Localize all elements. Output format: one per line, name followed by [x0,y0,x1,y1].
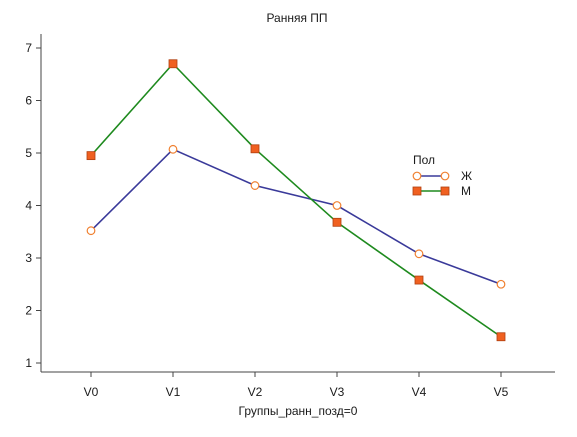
series-2 [86,59,506,342]
legend-label: Ж [461,169,472,183]
series-line [90,148,502,285]
data-point [496,279,506,289]
chart-title: Ранняя ПП [266,11,327,25]
x-tick-label: V3 [330,385,345,399]
data-point [332,201,342,210]
legend-item: Ж [412,169,472,183]
legend-marker [412,171,422,181]
data-point [86,151,96,161]
x-tick-label: V1 [166,385,181,399]
x-tick-label: V5 [494,385,509,399]
y-tick-label: 1 [25,356,32,370]
data-point [496,332,506,342]
y-tick-label: 4 [25,199,32,213]
y-tick-label: 7 [25,41,32,55]
x-tick-label: V0 [84,385,99,399]
series-1 [86,144,506,289]
x-tick-label: V4 [412,385,427,399]
legend-label: М [461,184,471,198]
x-axis-title: Группы_ранн_позд=0 [239,404,358,418]
data-point [86,226,96,236]
x-tick-label: V2 [248,385,263,399]
legend-marker [440,171,450,181]
axes: 1 2 3 4 5 6 7 V0 V1 V2 V3 V4 V5 [25,34,555,399]
y-tick-label: 2 [25,304,32,318]
data-point [332,217,342,227]
y-tick-label: 5 [25,146,32,160]
data-point [414,275,424,285]
data-point [250,144,260,154]
legend-marker [440,186,450,196]
legend-item: М [412,184,471,198]
data-point [250,181,260,190]
series-layer [86,59,506,342]
data-point [168,59,178,69]
y-tick-label: 3 [25,251,32,265]
data-point [414,249,424,259]
legend: Пол ЖМ [412,153,472,198]
data-point [168,144,178,154]
legend-title: Пол [413,153,435,167]
series-line [90,62,502,338]
legend-marker [412,186,422,196]
y-tick-label: 6 [25,94,32,108]
